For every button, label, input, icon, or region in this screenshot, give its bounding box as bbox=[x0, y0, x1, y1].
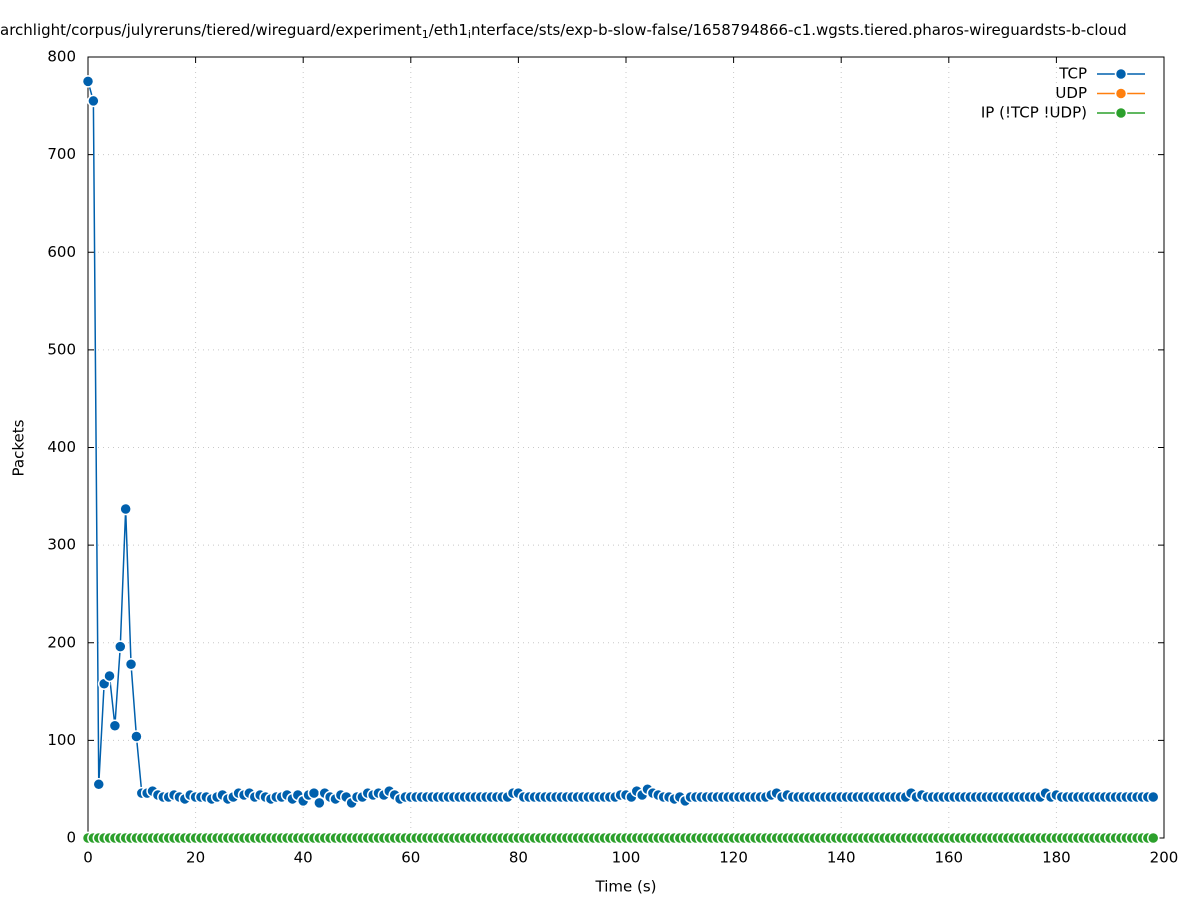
x-tick-label: 140 bbox=[827, 849, 856, 867]
y-tick-label: 800 bbox=[47, 48, 76, 66]
x-tick-label: 60 bbox=[401, 849, 420, 867]
legend-label: TCP bbox=[1058, 65, 1087, 83]
data-point bbox=[313, 796, 326, 810]
x-tick-label: 80 bbox=[509, 849, 528, 867]
data-point bbox=[81, 75, 95, 88]
legend-marker bbox=[1114, 106, 1128, 120]
title-part: i bbox=[468, 28, 471, 41]
data-point bbox=[87, 94, 100, 108]
y-tick-label: 200 bbox=[47, 633, 76, 651]
y-tick-label: 300 bbox=[47, 536, 76, 554]
data-point bbox=[103, 669, 116, 683]
y-tick-label: 100 bbox=[47, 731, 76, 749]
x-tick-label: 180 bbox=[1042, 849, 1071, 867]
title-part: 1 bbox=[422, 28, 429, 41]
data-point bbox=[124, 657, 138, 671]
y-tick-label: 400 bbox=[47, 438, 76, 456]
y-axis-label: Packets bbox=[10, 419, 28, 476]
data-point bbox=[1146, 790, 1160, 804]
x-tick-label: 160 bbox=[934, 849, 963, 867]
legend-label: IP (!TCP !UDP) bbox=[981, 104, 1087, 122]
chart-title: archlight/corpus/julyreruns/tiered/wireg… bbox=[0, 21, 1127, 42]
data-point bbox=[1146, 831, 1160, 845]
data-point bbox=[119, 502, 132, 516]
x-tick-label: 100 bbox=[612, 849, 641, 867]
x-axis-label: Time (s) bbox=[595, 878, 657, 896]
legend-marker bbox=[1114, 67, 1128, 81]
x-tick-label: 200 bbox=[1150, 849, 1179, 867]
y-tick-label: 600 bbox=[47, 243, 76, 261]
title-part: nterface/sts/exp-b-slow-false/1658794866… bbox=[471, 21, 1127, 39]
data-point bbox=[108, 719, 122, 732]
data-point bbox=[92, 778, 106, 791]
title-part: /eth1 bbox=[429, 21, 468, 39]
data-point bbox=[130, 730, 143, 743]
x-tick-label: 40 bbox=[294, 849, 313, 867]
x-tick-label: 120 bbox=[719, 849, 748, 867]
legend-marker bbox=[1114, 87, 1128, 100]
y-tick-label: 0 bbox=[66, 829, 76, 847]
title-part: archlight/corpus/julyreruns/tiered/wireg… bbox=[0, 21, 422, 39]
y-tick-label: 500 bbox=[47, 340, 76, 358]
x-tick-label: 20 bbox=[186, 849, 205, 867]
legend-label: UDP bbox=[1055, 84, 1087, 102]
x-tick-label: 0 bbox=[83, 849, 93, 867]
data-point bbox=[114, 640, 127, 653]
y-tick-label: 700 bbox=[47, 145, 76, 163]
